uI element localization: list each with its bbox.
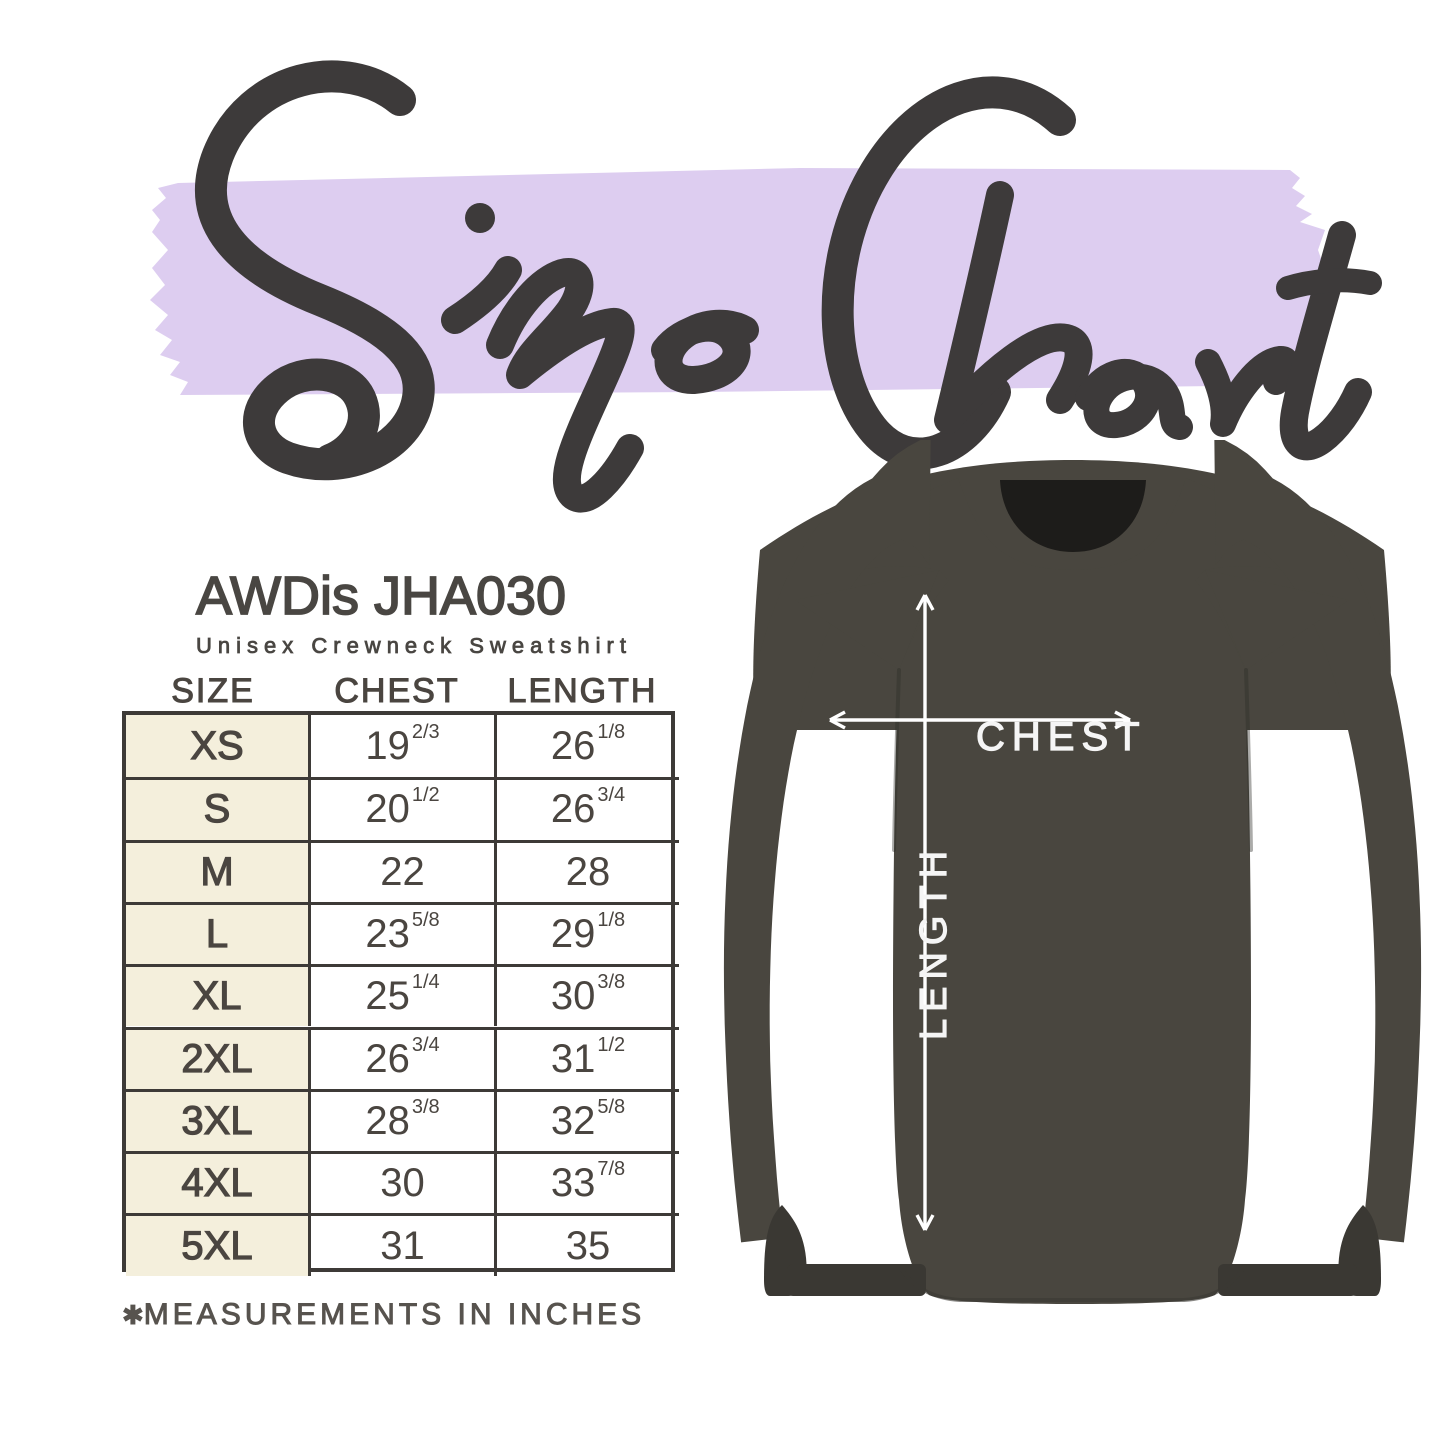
svg-text:CHEST: CHEST — [976, 715, 1147, 759]
svg-text:LENGTH: LENGTH — [913, 844, 955, 1040]
